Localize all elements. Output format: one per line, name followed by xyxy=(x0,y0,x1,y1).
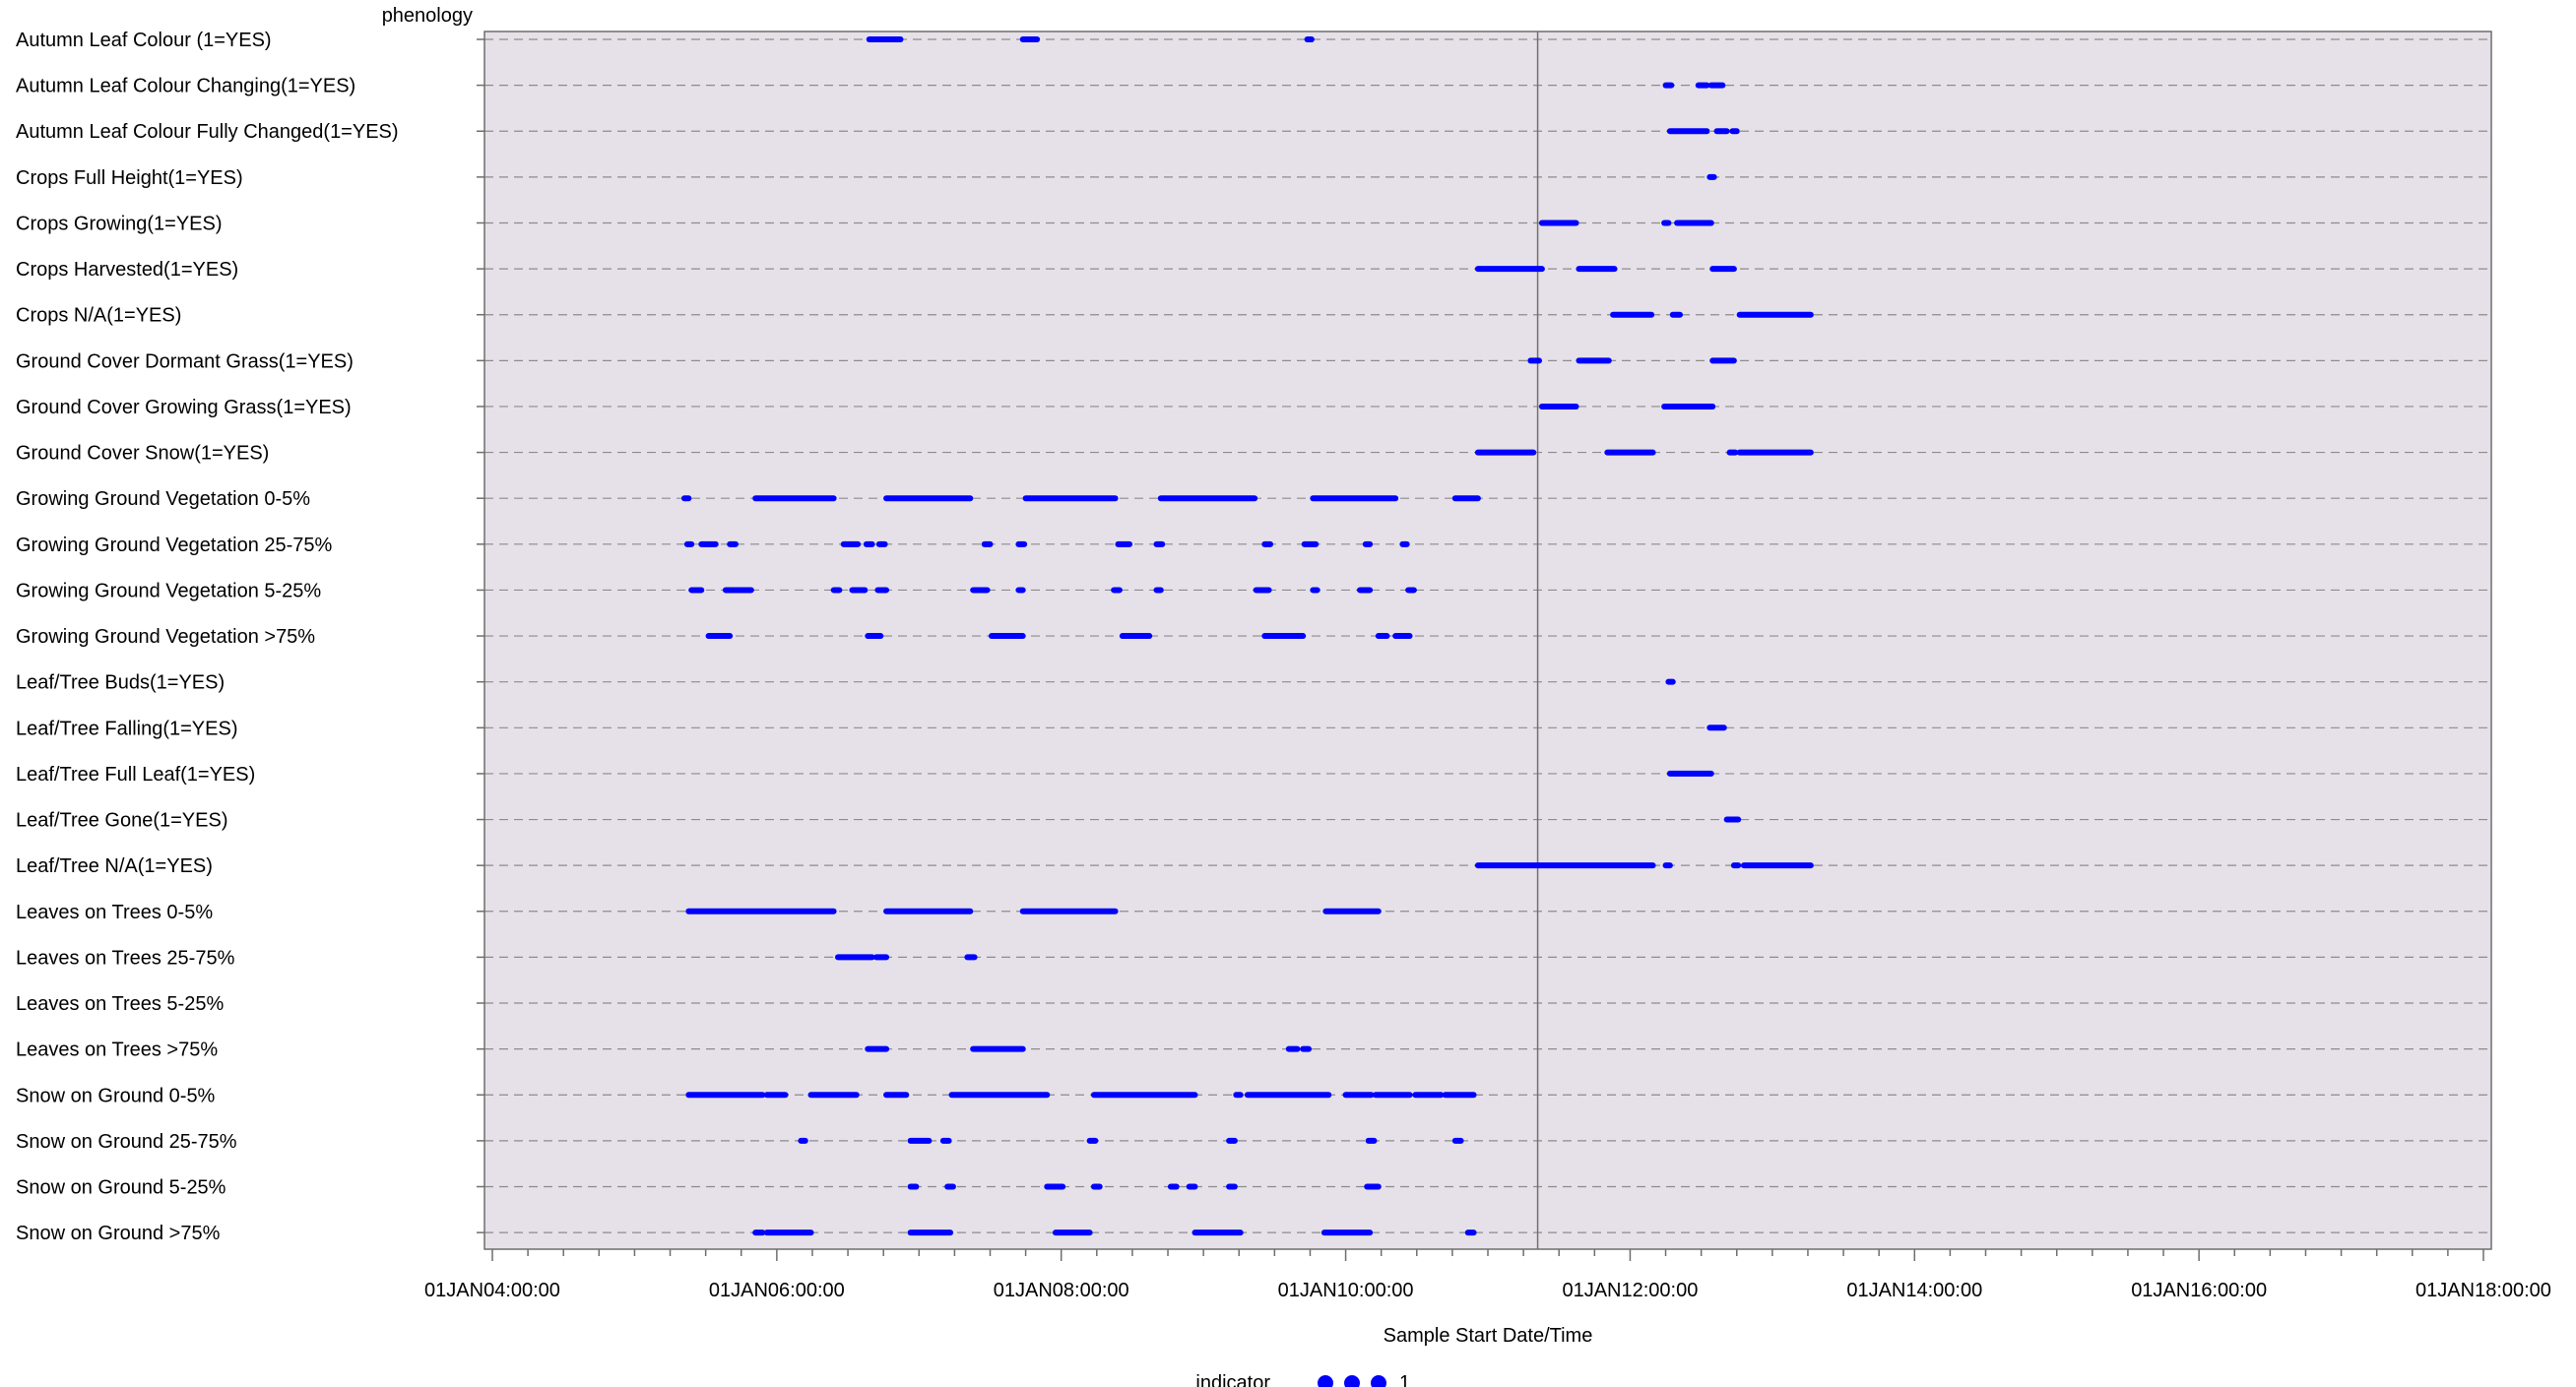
legend-marker-dot xyxy=(1318,1375,1333,1387)
gridlines xyxy=(484,38,2491,1233)
y-axis: Autumn Leaf Colour (1=YES) Autumn Leaf Co… xyxy=(16,30,484,1244)
y-tick-label: Autumn Leaf Colour Changing(1=YES) xyxy=(16,76,355,97)
y-tick-label: Crops Growing(1=YES) xyxy=(16,213,223,234)
y-tick-label: Crops Full Height(1=YES) xyxy=(16,167,243,189)
y-tick-label: Crops N/A(1=YES) xyxy=(16,305,181,327)
y-axis-title: phenology xyxy=(382,5,473,27)
legend-entry-label: 1 xyxy=(1399,1372,1410,1387)
legend-marker-dot xyxy=(1371,1375,1386,1387)
y-tick-label: Leaf/Tree Buds(1=YES) xyxy=(16,672,225,694)
x-tick-label: 01JAN14:00:00 xyxy=(1846,1280,1982,1301)
x-tick-label: 01JAN18:00:00 xyxy=(2415,1280,2551,1301)
y-tick-label: Leaves on Trees 0-5% xyxy=(16,902,213,923)
y-tick-label: Growing Ground Vegetation 5-25% xyxy=(16,580,321,601)
legend-title: indicator xyxy=(1195,1372,1270,1387)
plot-background xyxy=(484,32,2491,1249)
y-tick-label: Leaf/Tree N/A(1=YES) xyxy=(16,855,213,877)
x-axis: 01JAN04:00:00 01JAN06:00:00 01JAN08:00:00 0… xyxy=(424,1249,2551,1301)
y-tick-label: Leaves on Trees >75% xyxy=(16,1040,218,1061)
legend: indicator 1 xyxy=(1195,1372,1410,1387)
y-tick-label: Leaf/Tree Full Leaf(1=YES) xyxy=(16,764,255,786)
y-tick-label: Growing Ground Vegetation >75% xyxy=(16,626,315,648)
y-tick-label: Snow on Ground 25-75% xyxy=(16,1131,237,1153)
data-marks xyxy=(680,36,1814,1236)
x-tick-label: 01JAN10:00:00 xyxy=(1278,1280,1414,1301)
y-tick-label: Snow on Ground >75% xyxy=(16,1223,221,1244)
x-tick-label: 01JAN08:00:00 xyxy=(994,1280,1129,1301)
x-tick-label: 01JAN12:00:00 xyxy=(1562,1280,1698,1301)
y-tick-label: Leaves on Trees 25-75% xyxy=(16,947,235,969)
y-tick-label: Ground Cover Snow(1=YES) xyxy=(16,443,269,465)
y-tick-label: Autumn Leaf Colour Fully Changed(1=YES) xyxy=(16,121,399,143)
x-tick-label: 01JAN04:00:00 xyxy=(424,1280,560,1301)
y-tick-label: Snow on Ground 0-5% xyxy=(16,1085,216,1106)
y-tick-label: Ground Cover Growing Grass(1=YES) xyxy=(16,397,352,418)
legend-marker-dot xyxy=(1344,1375,1360,1387)
y-tick-label: Leaves on Trees 5-25% xyxy=(16,993,224,1015)
x-axis-title: Sample Start Date/Time xyxy=(1384,1325,1593,1347)
x-tick-label: 01JAN16:00:00 xyxy=(2131,1280,2267,1301)
y-tick-label: Growing Ground Vegetation 0-5% xyxy=(16,488,310,510)
y-tick-label: Leaf/Tree Falling(1=YES) xyxy=(16,718,237,739)
y-tick-label: Snow on Ground 5-25% xyxy=(16,1177,226,1199)
y-tick-label: Crops Harvested(1=YES) xyxy=(16,259,238,281)
y-tick-label: Leaf/Tree Gone(1=YES) xyxy=(16,810,228,832)
y-tick-label: Growing Ground Vegetation 25-75% xyxy=(16,535,333,556)
y-tick-label: Autumn Leaf Colour (1=YES) xyxy=(16,30,272,51)
x-tick-label: 01JAN06:00:00 xyxy=(709,1280,845,1301)
y-tick-label: Ground Cover Dormant Grass(1=YES) xyxy=(16,350,354,372)
